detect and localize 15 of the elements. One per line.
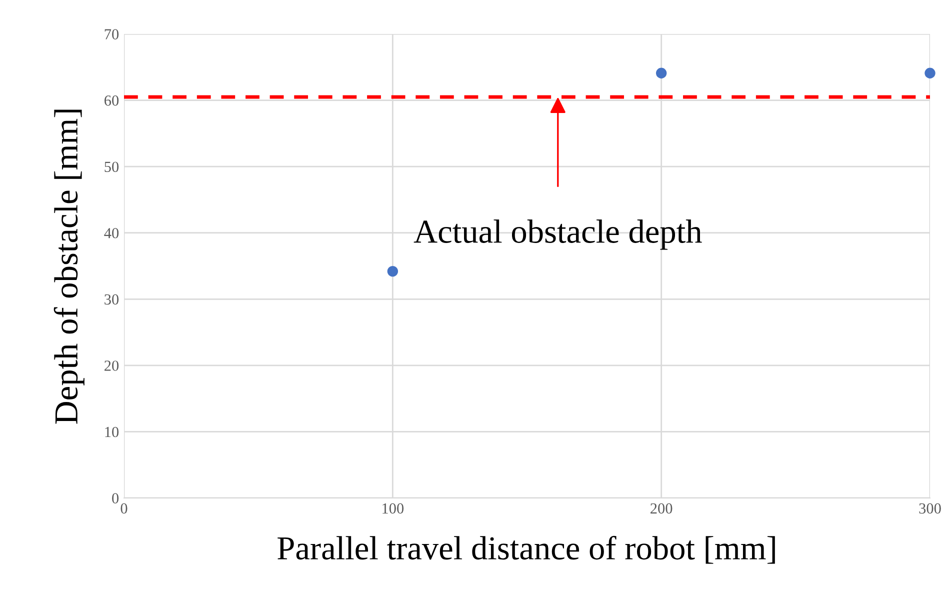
x-tick-label: 200 xyxy=(650,503,672,514)
y-tick-label: 50 xyxy=(104,162,119,172)
y-tick-label: 10 xyxy=(105,426,119,438)
x-tick-label: 0 xyxy=(120,503,128,514)
y-tick-label: 30 xyxy=(104,294,119,305)
y-tick-label: 70 xyxy=(104,29,119,40)
x-tick-label: 100 xyxy=(382,503,404,514)
x-axis-title: Parallel travel distance of robot [mm] xyxy=(278,536,775,564)
y-tick-label: 0 xyxy=(112,493,119,504)
x-tick-label: 300 xyxy=(919,503,941,514)
y-tick-label: 20 xyxy=(104,360,119,371)
annotation: Actual obstacle depth xyxy=(414,220,702,250)
y-tick-label: 60 xyxy=(104,95,119,106)
y-tick-label: 40 xyxy=(104,228,119,238)
y-axis-title: Depth of obstacle [mm] xyxy=(54,110,84,424)
